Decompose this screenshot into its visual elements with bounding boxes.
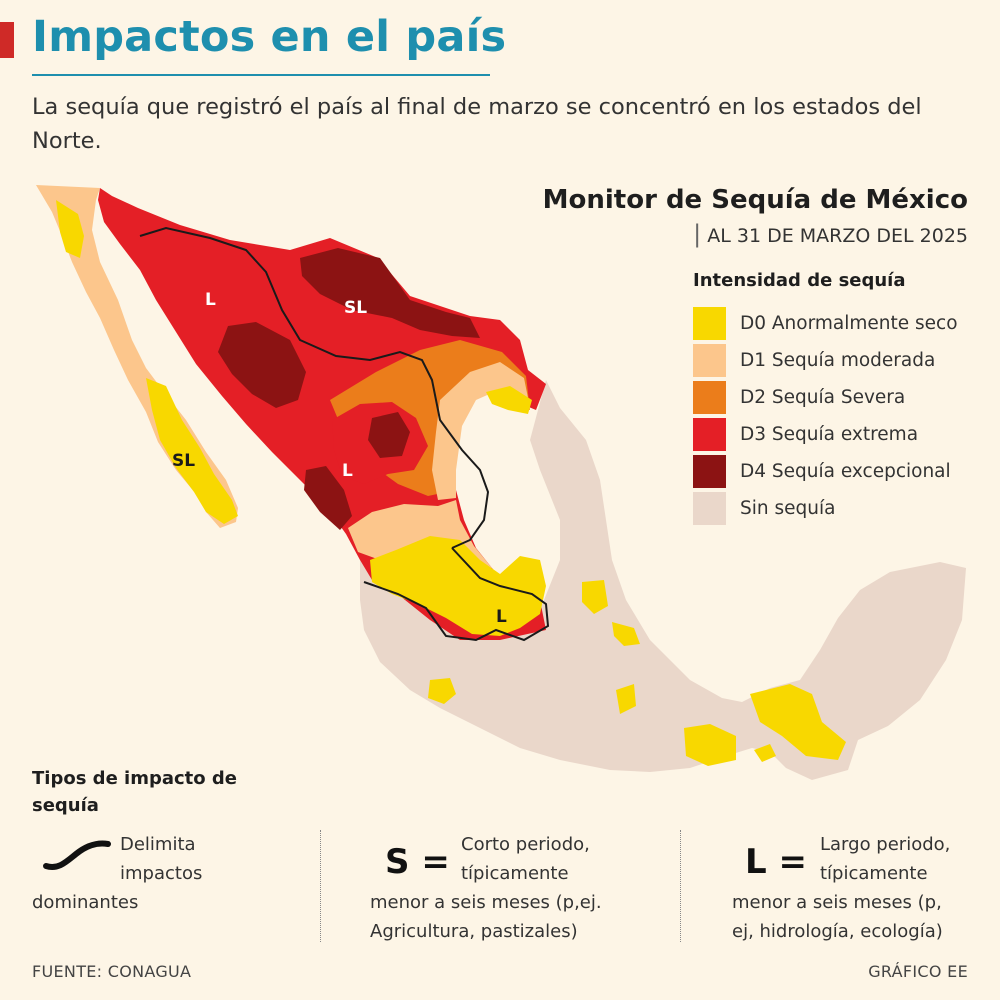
l-line-3: menor a seis meses (p, <box>732 892 942 913</box>
s-code: S = <box>385 842 450 882</box>
legend-label-none: Sin sequía <box>740 498 836 519</box>
legend-label-d0: D0 Anormalmente seco <box>740 313 958 334</box>
legend-swatch-d0 <box>693 307 726 340</box>
puebla-d0-patch <box>616 684 636 714</box>
s-line-1: Corto periodo, <box>461 834 590 855</box>
baja-d0-south <box>146 378 238 524</box>
s-line-2: típicamente <box>461 863 569 884</box>
drought-map: L SL SL L L <box>36 185 966 780</box>
durango-d4 <box>368 412 410 458</box>
l-line-1: Largo periodo, <box>820 834 951 855</box>
map-title: Monitor de Sequía de México <box>543 183 968 217</box>
l-line-4: ej, hidrología, ecología) <box>732 921 943 942</box>
mainland-south <box>360 380 966 780</box>
l-line-2: típicamente <box>820 863 928 884</box>
legend-item-d3: D3 Sequía extrema <box>693 416 958 453</box>
map-date-separator: | <box>693 220 702 248</box>
legend-label-d3: D3 Sequía extrema <box>740 424 919 445</box>
map-title-text: Monitor de Sequía de México <box>542 185 968 215</box>
legend-item-none: Sin sequía <box>693 490 958 527</box>
veracruz-d0-patch <box>612 622 640 646</box>
sinaloa-d4 <box>304 466 352 530</box>
legend-item-d1: D1 Sequía moderada <box>693 342 958 379</box>
map-label-sl-baja: SL <box>172 451 195 471</box>
tabasco-d0-patch <box>750 684 846 760</box>
tamaulipas-d0-patch <box>582 580 608 614</box>
nuevo-leon-d0 <box>486 386 532 414</box>
chiapas-d0-patch <box>754 744 776 762</box>
legend-swatch-d2 <box>693 381 726 414</box>
page-subtitle: La sequía que registró el país al final … <box>32 94 922 154</box>
bajio-d0 <box>370 536 546 636</box>
legend-swatch-d1 <box>693 344 726 377</box>
legend-item-d0: D0 Anormalmente seco <box>693 305 958 342</box>
legend-label-d4: D4 Sequía excepcional <box>740 461 951 482</box>
impact-boundary-center <box>363 547 550 642</box>
delimita-text: Delimita impactos <box>120 834 203 884</box>
oaxaca-d0-patch <box>684 724 736 766</box>
accent-bar <box>0 22 14 58</box>
footer-credit: GRÁFICO EE <box>868 962 968 981</box>
legend-swatch-none <box>693 492 726 525</box>
legend-label-d1: D1 Sequía moderada <box>740 350 936 371</box>
l-code: L = <box>745 842 807 882</box>
legend: D0 Anormalmente seco D1 Sequía moderada … <box>693 305 958 527</box>
boundary-line-icon <box>43 840 111 870</box>
legend-item-d4: D4 Sequía excepcional <box>693 453 958 490</box>
page-title: Impactos en el país <box>32 12 507 62</box>
map-label-sl-chihuahua: SL <box>344 298 367 318</box>
sonora-d4 <box>218 322 306 408</box>
dominantes-text: dominantes <box>32 892 139 913</box>
legend-title: Intensidad de sequía <box>693 270 906 291</box>
chihuahua-d4 <box>300 248 480 338</box>
map-label-l-sonora: L <box>205 290 216 310</box>
divider-1 <box>320 830 321 942</box>
impact-types-title: Tipos de impacto de sequía <box>32 768 237 816</box>
footer-source: FUENTE: CONAGUA <box>32 962 192 981</box>
s-line-3: menor a seis meses (p,ej. <box>370 892 602 913</box>
map-date: AL 31 DE MARZO DEL 2025 <box>707 225 968 247</box>
map-label-l-durango: L <box>342 461 353 481</box>
legend-swatch-d4 <box>693 455 726 488</box>
legend-label-d2: D2 Sequía Severa <box>740 387 906 408</box>
map-label-l-bajio: L <box>496 607 507 627</box>
jalisco-d0-patch <box>428 678 456 704</box>
legend-item-d2: D2 Sequía Severa <box>693 379 958 416</box>
baja-d0-north <box>56 200 84 258</box>
map-date-line: | AL 31 DE MARZO DEL 2025 <box>693 220 968 248</box>
title-underline <box>32 74 490 76</box>
impact-boundary-north <box>139 226 490 549</box>
legend-swatch-d3 <box>693 418 726 451</box>
divider-2 <box>680 830 681 942</box>
s-line-4: Agricultura, pastizales) <box>370 921 578 942</box>
